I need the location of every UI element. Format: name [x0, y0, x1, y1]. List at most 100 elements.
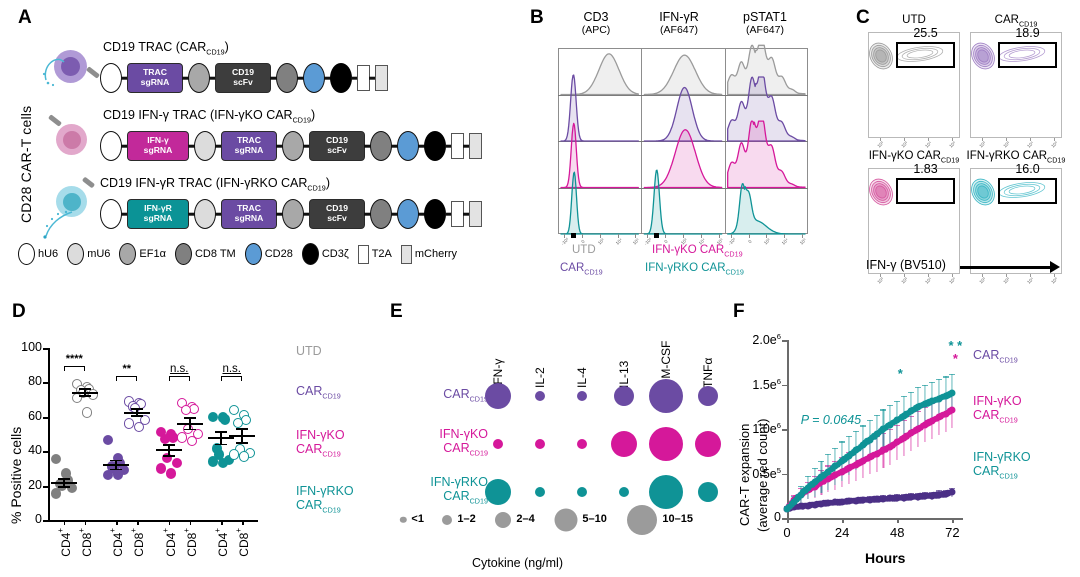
panel-c-axis-tick	[1006, 138, 1007, 141]
panel-d-data-point	[208, 456, 219, 467]
construct-node-cd3z	[330, 63, 352, 93]
panel-e-size-legend-bubble	[627, 505, 658, 535]
panel-f-error-cap	[873, 414, 880, 416]
panel-a-letter: A	[18, 7, 32, 28]
construct-title-1: CD19 TRAC (CARCD19)	[103, 40, 229, 57]
panel-d-data-point	[119, 464, 130, 476]
panel-f-x-axis	[787, 518, 963, 520]
panel-c-gate-percentage: 25.5	[913, 26, 938, 40]
panel-e-size-legend-bubble	[442, 515, 453, 525]
legend-shape-icon	[400, 244, 412, 264]
panel-c-xaxis-label: IFN-γ (BV510)	[866, 258, 946, 272]
panel-e-cytokine-label: TNFα	[701, 357, 715, 388]
panel-c-gate[interactable]	[998, 42, 1057, 68]
panel-e-bubble	[577, 439, 587, 449]
construct-node-cd8-tm	[370, 199, 392, 229]
legend-item-hu6: hU6	[18, 243, 58, 265]
panel-d-error-cap	[215, 443, 228, 446]
panel-d-x-tick	[116, 520, 118, 525]
panel-d-data-point	[109, 463, 120, 474]
panel-f-p-value-annotation: P = 0.0645	[800, 412, 862, 427]
panel-d-x-tick-label: CD8+	[129, 528, 147, 557]
panel-d-data-point	[218, 458, 229, 469]
panel-d-y-tick	[43, 416, 48, 419]
legend-item-cd8-tm: CD8 TM	[174, 243, 236, 265]
construct-node-ef1a	[282, 199, 304, 229]
panel-e-bubble	[611, 431, 637, 457]
panel-f-y-tick-label: 1.5e6	[752, 376, 781, 392]
panel-d-x-tick	[221, 520, 223, 525]
panel-f-letter: F	[733, 301, 745, 322]
panel-d-data-point	[180, 404, 191, 416]
panel-c-gate[interactable]	[896, 42, 955, 68]
construct-node-hu6	[100, 63, 122, 93]
panel-b-axis-tick-label: 10⁴	[780, 237, 790, 246]
panel-b-axis-tick	[564, 234, 565, 238]
panel-f-error-cap	[832, 447, 839, 449]
panel-c-flow-plot	[868, 168, 960, 274]
construct-title-3: CD19 IFN-γR TRAC (IFN-γRKO CARCD19)	[100, 176, 330, 193]
panel-d-legend-item: IFN-γRKO CARCD19	[296, 484, 354, 515]
panel-f-x-tick	[842, 518, 844, 523]
panel-d-data-point	[87, 389, 98, 400]
panel-c-axis-tick	[982, 138, 983, 141]
panel-d-y-tick	[43, 485, 48, 488]
panel-d-data-point	[165, 468, 176, 479]
panel-c-gate[interactable]	[896, 178, 955, 204]
legend-item-ef1-: EF1α	[119, 243, 166, 265]
panel-d-x-tick-label: CD4+	[108, 528, 126, 557]
legend-shape-icon	[244, 243, 262, 265]
panel-c-plot-title: UTD	[902, 14, 926, 26]
panel-b-legend-ifngrko: IFN-γRKO CARCD19	[645, 262, 744, 277]
construct-node-cd28	[303, 63, 325, 93]
panel-d-data-point	[124, 418, 135, 429]
construct-linker	[270, 76, 277, 80]
construct-node-cd19-scfv: CD19 scFv	[309, 199, 365, 229]
panel-d-x-tick-label: CD8+	[76, 528, 94, 557]
panel-a-vertical-label: CD28 CAR-T cells	[18, 105, 34, 223]
crispr-squiggle-icon	[43, 210, 73, 239]
panel-c-axis-arrow	[960, 266, 1052, 269]
panel-f-error-cap	[846, 436, 853, 438]
panel-c-gate[interactable]	[998, 178, 1057, 204]
panel-b-col-title-2: IFN-γR (AF647)	[659, 10, 699, 36]
construct-linker	[188, 144, 195, 148]
panel-f-error-cap	[894, 400, 901, 402]
panel-d-x-tick	[242, 520, 244, 525]
construct-node-ifn-g-sgrna: IFN-γ sgRNA	[127, 131, 189, 161]
panel-c-plot-title: IFN-γKO CARCD19	[868, 150, 960, 165]
panel-f-y-tick-label: 1.0e6	[752, 421, 781, 437]
construct-linker	[297, 76, 304, 80]
panel-e-size-legend-label: 2–4	[516, 513, 535, 525]
panel-d-y-tick-label: 80	[28, 374, 42, 389]
panel-d-data-point	[212, 443, 223, 454]
panel-b-legend-ifngko: IFN-γKO CARCD19	[652, 244, 743, 259]
panel-d-error-cap	[78, 395, 91, 398]
cell-illustration-ifngrko	[42, 176, 98, 239]
construct-node-cd8-tm	[276, 63, 298, 93]
panel-d-x-tick	[84, 520, 87, 525]
panel-a: A CD28 CAR-T cells	[0, 0, 520, 285]
panel-f-x-tick	[787, 518, 789, 523]
panel-c-axis-tick	[1030, 274, 1031, 277]
panel-c-axis-tick	[904, 138, 905, 141]
panel-e-bubble	[649, 427, 683, 461]
construct-node-ef1a	[282, 131, 304, 161]
panel-d-data-point	[115, 458, 126, 469]
panel-e-letter: E	[390, 301, 403, 322]
panel-d-data-point	[171, 458, 182, 469]
construct-node-ifn-gr-sgrna: IFN-γR sgRNA	[127, 199, 189, 229]
panel-c-gate-percentage: 1.83	[913, 162, 938, 176]
panel-f-data-point	[948, 488, 956, 496]
construct-node-trac-sgrna: TRAC sgRNA	[221, 131, 277, 161]
panel-c-axis-tick-label: 10⁵	[948, 276, 957, 285]
panel-b-axis-tick-label: 10³	[763, 237, 772, 246]
panel-c-axis-tick	[952, 274, 953, 277]
legend-label: CD8 TM	[194, 248, 236, 260]
panel-d-x-tick	[137, 520, 139, 525]
legend-item-t2a: T2A	[357, 244, 392, 264]
panel-f-error-cap	[818, 461, 825, 463]
panel-d-data-point	[134, 421, 145, 433]
panel-b-axis-tick	[581, 234, 583, 238]
panel-d-significance-label: **	[122, 363, 132, 375]
